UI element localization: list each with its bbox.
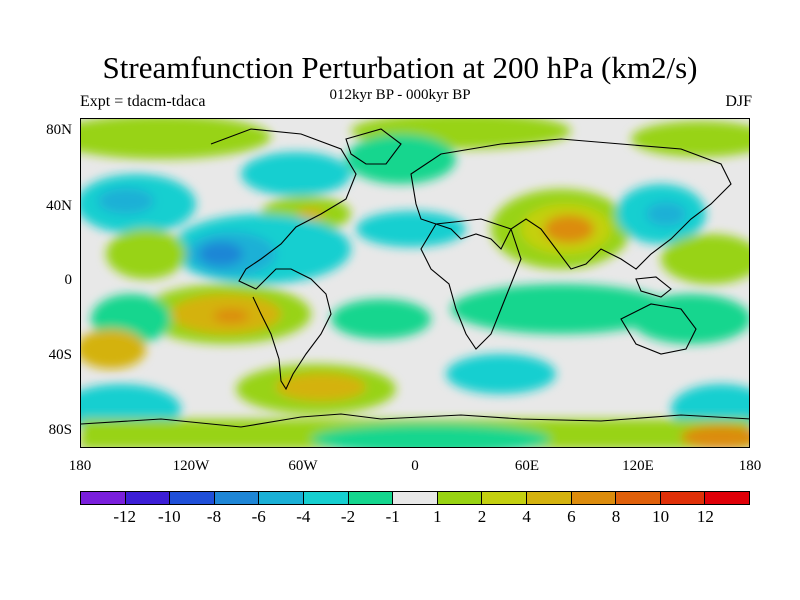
contour-green bbox=[81, 119, 271, 159]
experiment-label: Expt = tdacm-tdaca bbox=[80, 93, 206, 110]
colorbar-swatch bbox=[437, 492, 483, 504]
contour-teal bbox=[631, 294, 749, 344]
contour-orange bbox=[276, 373, 366, 401]
lat-tick: 40N bbox=[46, 198, 72, 214]
coastlines bbox=[81, 128, 749, 428]
coastline-antarctica bbox=[81, 413, 749, 428]
contour-orange bbox=[81, 329, 146, 369]
colorbar-label: 6 bbox=[567, 507, 576, 526]
colorbar-swatch bbox=[705, 492, 749, 504]
colorbar-label: -10 bbox=[157, 507, 181, 526]
season-label: DJF bbox=[725, 93, 752, 110]
colorbar-label: 10 bbox=[652, 507, 670, 526]
colorbar-swatch bbox=[571, 492, 617, 504]
colorbar-label: 12 bbox=[696, 507, 714, 526]
lon-tick: 60E bbox=[514, 458, 540, 474]
contour-darkorange bbox=[544, 215, 594, 243]
lat-tick: 80S bbox=[48, 422, 72, 438]
contour-cyan bbox=[356, 211, 466, 247]
contour-teal bbox=[311, 424, 551, 447]
colorbar-label: -12 bbox=[113, 507, 136, 526]
colorbar-swatch bbox=[170, 492, 215, 504]
lon-tick: 180 bbox=[738, 458, 762, 474]
lat-tick: 80N bbox=[46, 122, 72, 138]
lon-tick: 120E bbox=[622, 458, 654, 474]
coastline-americas bbox=[210, 128, 357, 391]
contour-darkorange bbox=[681, 425, 749, 447]
colorbar-label: -8 bbox=[206, 507, 222, 526]
lon-tick: 120W bbox=[172, 458, 210, 474]
lat-tick: 0 bbox=[64, 272, 73, 288]
colorbar-label: 2 bbox=[477, 507, 487, 526]
colorbar-swatch bbox=[393, 492, 438, 504]
colorbar-swatch bbox=[259, 492, 304, 504]
contour-green bbox=[631, 121, 749, 157]
colorbar-swatch bbox=[482, 492, 527, 504]
contour-orange bbox=[297, 208, 325, 220]
colorbar-label: 4 bbox=[522, 507, 531, 526]
colorbar-swatch bbox=[214, 492, 260, 504]
colorbar-label: -1 bbox=[385, 507, 400, 526]
colorbar-swatch bbox=[81, 492, 126, 504]
contour-blue bbox=[199, 242, 243, 266]
contour-teal bbox=[331, 299, 431, 339]
colorbar-label: -2 bbox=[340, 507, 356, 526]
colorbar-swatch bbox=[660, 492, 706, 504]
colorbar-swatch bbox=[348, 492, 394, 504]
contour-green bbox=[661, 234, 749, 284]
coastline-greenland bbox=[345, 128, 402, 165]
coastline-eurasia bbox=[410, 138, 732, 270]
coastline-australia bbox=[620, 303, 697, 355]
colorbar-label: -4 bbox=[296, 507, 311, 526]
coastline-africa bbox=[420, 218, 522, 350]
colorbar-label: 8 bbox=[611, 507, 621, 526]
colorbar-label: 1 bbox=[433, 507, 442, 526]
lon-tick: 0 bbox=[411, 458, 419, 474]
lon-tick: 180 bbox=[68, 458, 92, 474]
colorbar-label: -6 bbox=[251, 507, 266, 526]
colorbar-swatch bbox=[303, 492, 349, 504]
contour-lightblue bbox=[646, 202, 686, 226]
colorbar-swatch bbox=[125, 492, 171, 504]
colorbar bbox=[80, 491, 750, 505]
streamfunction-map bbox=[81, 119, 749, 447]
contour-teal bbox=[346, 134, 456, 184]
contour-cyan bbox=[241, 152, 351, 196]
colorbar-swatch bbox=[616, 492, 661, 504]
contour-darkorange bbox=[213, 309, 249, 323]
contour-cyan bbox=[446, 354, 556, 394]
map-panel bbox=[80, 118, 750, 448]
lon-tick: 60W bbox=[288, 458, 318, 474]
lat-tick: 40S bbox=[48, 347, 72, 363]
contour-green bbox=[106, 229, 186, 279]
chart-subtitle: 012kyr BP - 000kyr BP bbox=[329, 87, 471, 103]
contour-lightblue bbox=[98, 188, 154, 214]
coastline-indonesia bbox=[635, 276, 672, 298]
chart-title: Streamfunction Perturbation at 200 hPa (… bbox=[102, 50, 698, 85]
colorbar-swatch bbox=[526, 492, 572, 504]
